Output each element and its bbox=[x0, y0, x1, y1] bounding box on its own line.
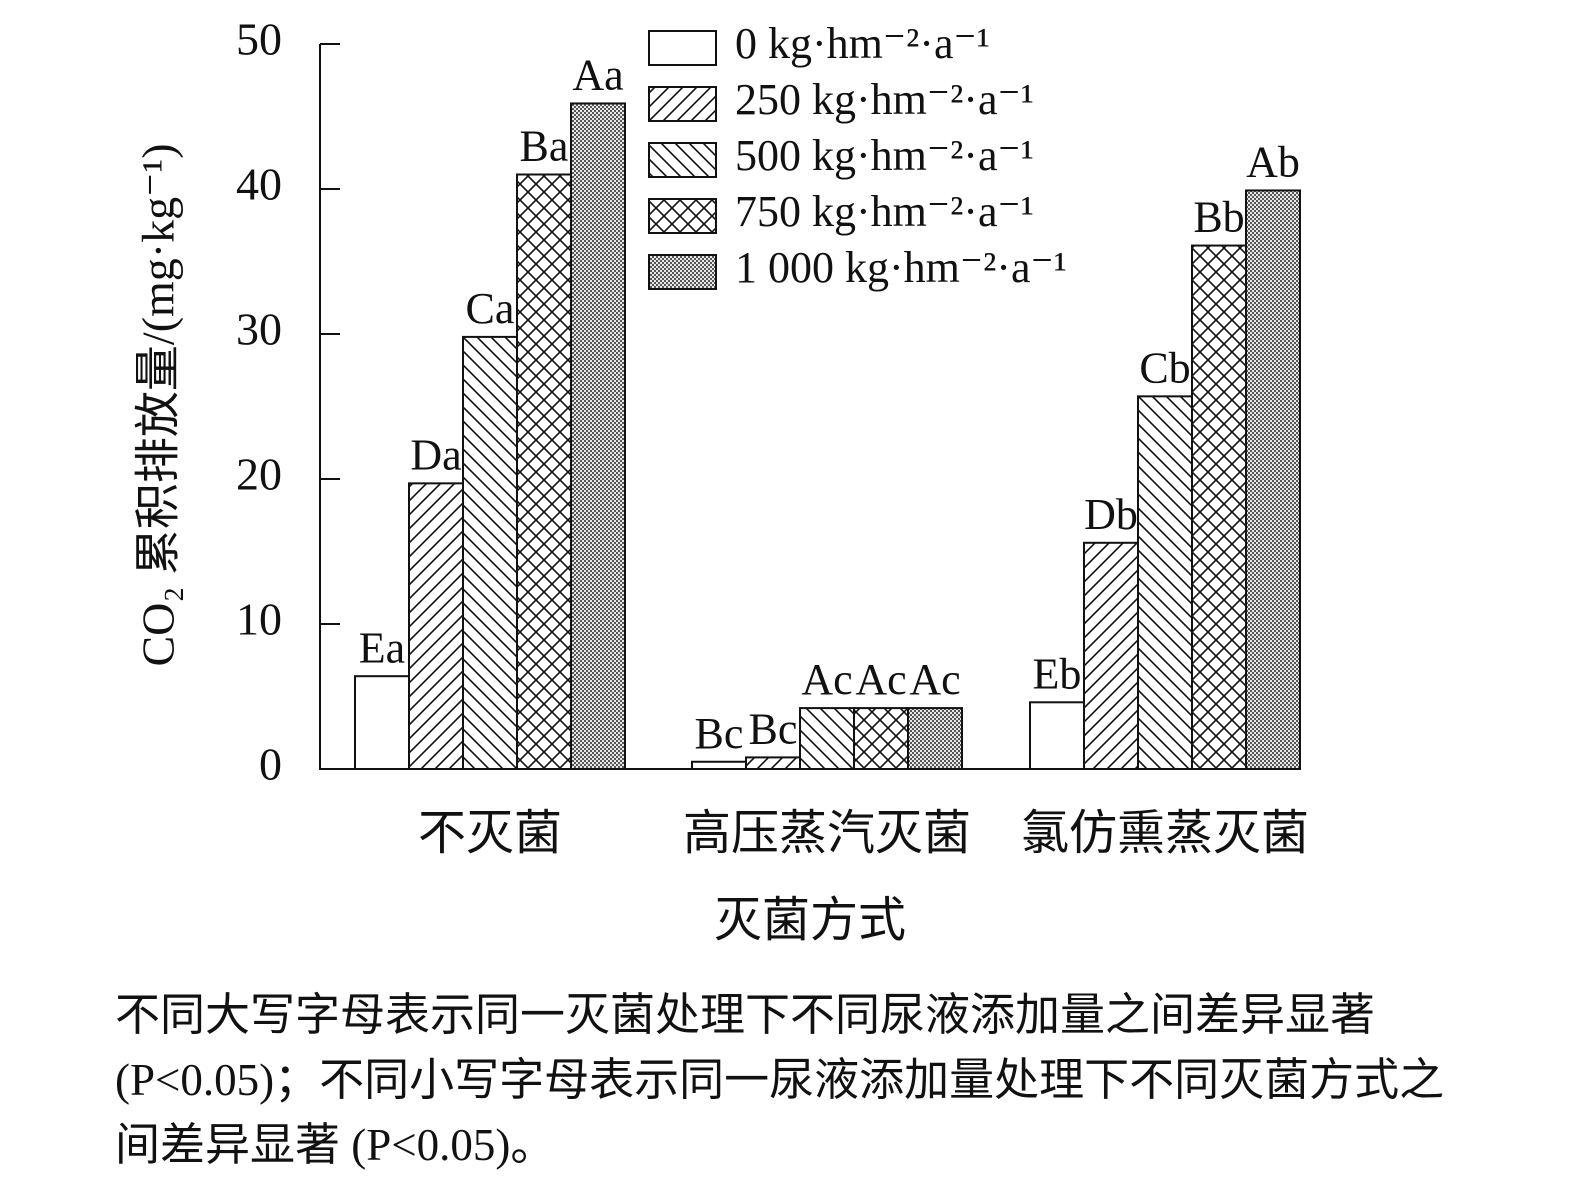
x-tick-label: 高压蒸汽灭菌 bbox=[683, 807, 971, 860]
y-tick-label: 50 bbox=[236, 14, 282, 65]
bar bbox=[691, 760, 747, 770]
significance-label: Bc bbox=[749, 704, 798, 753]
bar bbox=[570, 102, 626, 770]
legend-label: 250 kg·hm⁻²·a⁻¹ bbox=[735, 75, 1034, 124]
significance-label: Ac bbox=[909, 655, 960, 704]
bar bbox=[745, 756, 801, 771]
legend-label: 500 kg·hm⁻²·a⁻¹ bbox=[735, 131, 1034, 180]
y-tick-label: 10 bbox=[236, 594, 282, 645]
legend-swatch bbox=[648, 254, 717, 290]
significance-label: Cb bbox=[1139, 343, 1190, 392]
significance-label: Bb bbox=[1193, 193, 1244, 242]
x-axis-label: 灭菌方式 bbox=[714, 894, 906, 947]
bar bbox=[408, 482, 464, 770]
significance-label: Ea bbox=[359, 623, 405, 672]
legend-swatch bbox=[648, 30, 717, 66]
significance-label: Db bbox=[1084, 490, 1138, 539]
significance-label: Bc bbox=[695, 709, 744, 758]
y-tick-label: 0 bbox=[259, 739, 282, 790]
bar bbox=[1083, 541, 1139, 770]
legend-label: 0 kg·hm⁻²·a⁻¹ bbox=[735, 19, 990, 68]
y-axis-label: CO₂ 累积排放量/(mg·kg⁻¹) bbox=[133, 143, 184, 666]
bar bbox=[1245, 189, 1301, 770]
bar bbox=[853, 707, 909, 770]
significance-label: Ca bbox=[466, 284, 515, 333]
bar bbox=[516, 173, 572, 770]
bar bbox=[354, 675, 410, 771]
x-tick-label: 不灭菌 bbox=[418, 807, 562, 860]
bar bbox=[462, 335, 518, 770]
y-tick-label: 40 bbox=[236, 159, 282, 210]
y-tick-label: 30 bbox=[236, 304, 282, 355]
chart: CO₂ 累积排放量/(mg·kg⁻¹) 灭菌方式 0 10 20 30 40 50 不灭菌 E… bbox=[133, 14, 1309, 947]
bar bbox=[1137, 395, 1193, 770]
legend-swatch bbox=[648, 198, 717, 234]
caption: 不同大写字母表示同一灭菌处理下不同尿液添加量之间差异显著 (P<0.05)；不同… bbox=[115, 990, 1445, 1170]
bar bbox=[1029, 701, 1085, 770]
significance-label: Ac bbox=[855, 655, 906, 704]
y-tick-label: 20 bbox=[236, 449, 282, 500]
bar bbox=[1191, 244, 1247, 771]
significance-label: Eb bbox=[1033, 649, 1082, 698]
x-tick-label: 氯仿熏蒸灭菌 bbox=[1021, 807, 1309, 860]
legend-label: 750 kg·hm⁻²·a⁻¹ bbox=[735, 187, 1034, 236]
legend-swatch bbox=[648, 86, 717, 122]
significance-label: Da bbox=[410, 430, 461, 479]
significance-label: Ba bbox=[520, 122, 569, 171]
bar bbox=[799, 707, 855, 770]
legend-label: 1 000 kg·hm⁻²·a⁻¹ bbox=[735, 243, 1067, 292]
significance-label: Ab bbox=[1246, 138, 1300, 187]
bar bbox=[907, 707, 963, 770]
significance-label: Aa bbox=[572, 51, 623, 100]
significance-label: Ac bbox=[801, 655, 852, 704]
legend-swatch bbox=[648, 142, 717, 178]
